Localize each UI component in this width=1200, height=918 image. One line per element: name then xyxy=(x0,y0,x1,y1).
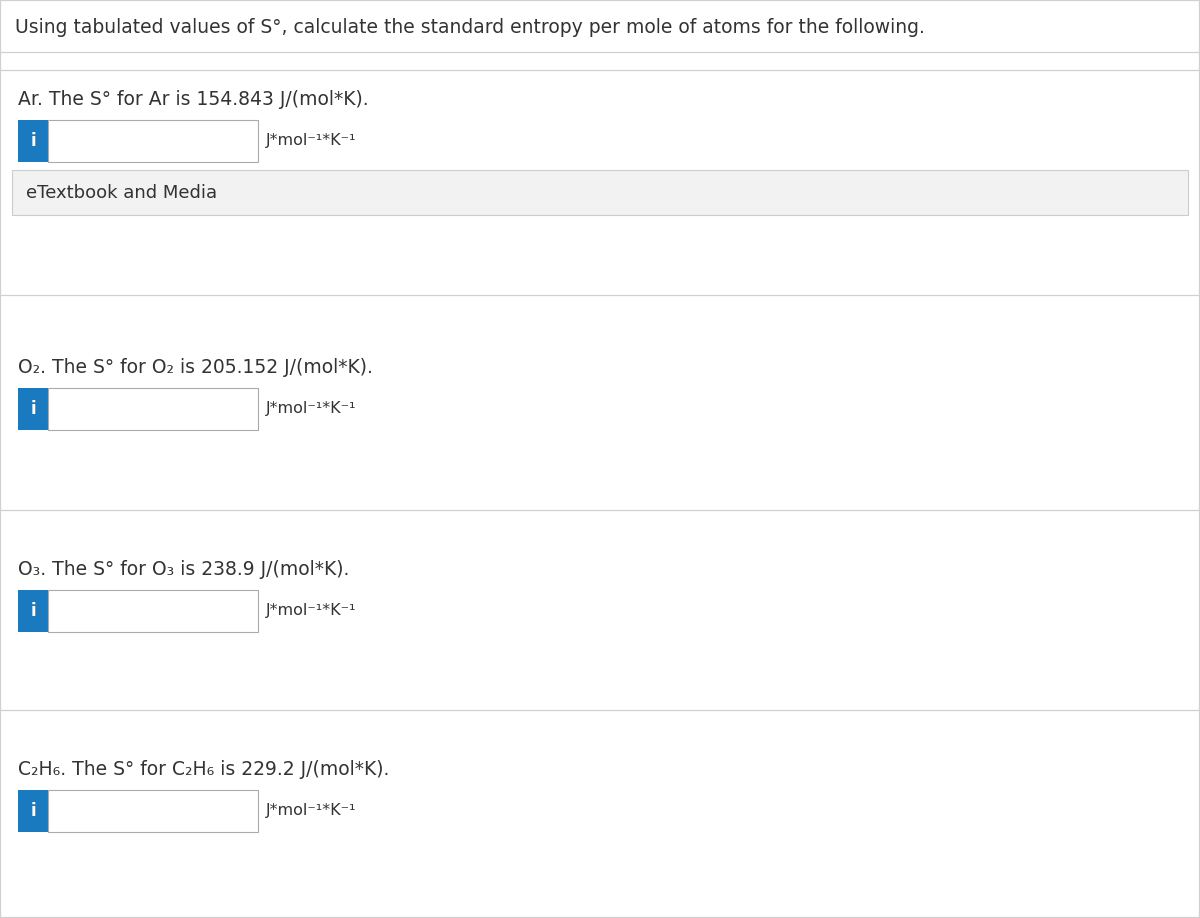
Text: i: i xyxy=(30,602,36,620)
Text: eTextbook and Media: eTextbook and Media xyxy=(26,184,217,201)
Text: i: i xyxy=(30,802,36,820)
Text: i: i xyxy=(30,400,36,418)
Text: J*mol⁻¹*K⁻¹: J*mol⁻¹*K⁻¹ xyxy=(266,803,356,819)
FancyBboxPatch shape xyxy=(12,170,1188,215)
Text: O₂. The S° for O₂ is 205.152 J/(mol*K).: O₂. The S° for O₂ is 205.152 J/(mol*K). xyxy=(18,358,373,377)
Text: C₂H₆. The S° for C₂H₆ is 229.2 J/(mol*K).: C₂H₆. The S° for C₂H₆ is 229.2 J/(mol*K)… xyxy=(18,760,389,779)
FancyBboxPatch shape xyxy=(48,790,258,832)
Text: Ar. The S° for Ar is 154.843 J/(mol*K).: Ar. The S° for Ar is 154.843 J/(mol*K). xyxy=(18,90,368,109)
FancyBboxPatch shape xyxy=(48,388,258,430)
FancyBboxPatch shape xyxy=(18,388,48,430)
FancyBboxPatch shape xyxy=(18,120,48,162)
FancyBboxPatch shape xyxy=(18,790,48,832)
Text: J*mol⁻¹*K⁻¹: J*mol⁻¹*K⁻¹ xyxy=(266,401,356,417)
Text: Using tabulated values of S°, calculate the standard entropy per mole of atoms f: Using tabulated values of S°, calculate … xyxy=(14,18,925,37)
Text: O₃. The S° for O₃ is 238.9 J/(mol*K).: O₃. The S° for O₃ is 238.9 J/(mol*K). xyxy=(18,560,349,579)
FancyBboxPatch shape xyxy=(48,120,258,162)
Text: J*mol⁻¹*K⁻¹: J*mol⁻¹*K⁻¹ xyxy=(266,133,356,149)
Text: J*mol⁻¹*K⁻¹: J*mol⁻¹*K⁻¹ xyxy=(266,603,356,619)
FancyBboxPatch shape xyxy=(18,590,48,632)
FancyBboxPatch shape xyxy=(48,590,258,632)
Text: i: i xyxy=(30,132,36,150)
